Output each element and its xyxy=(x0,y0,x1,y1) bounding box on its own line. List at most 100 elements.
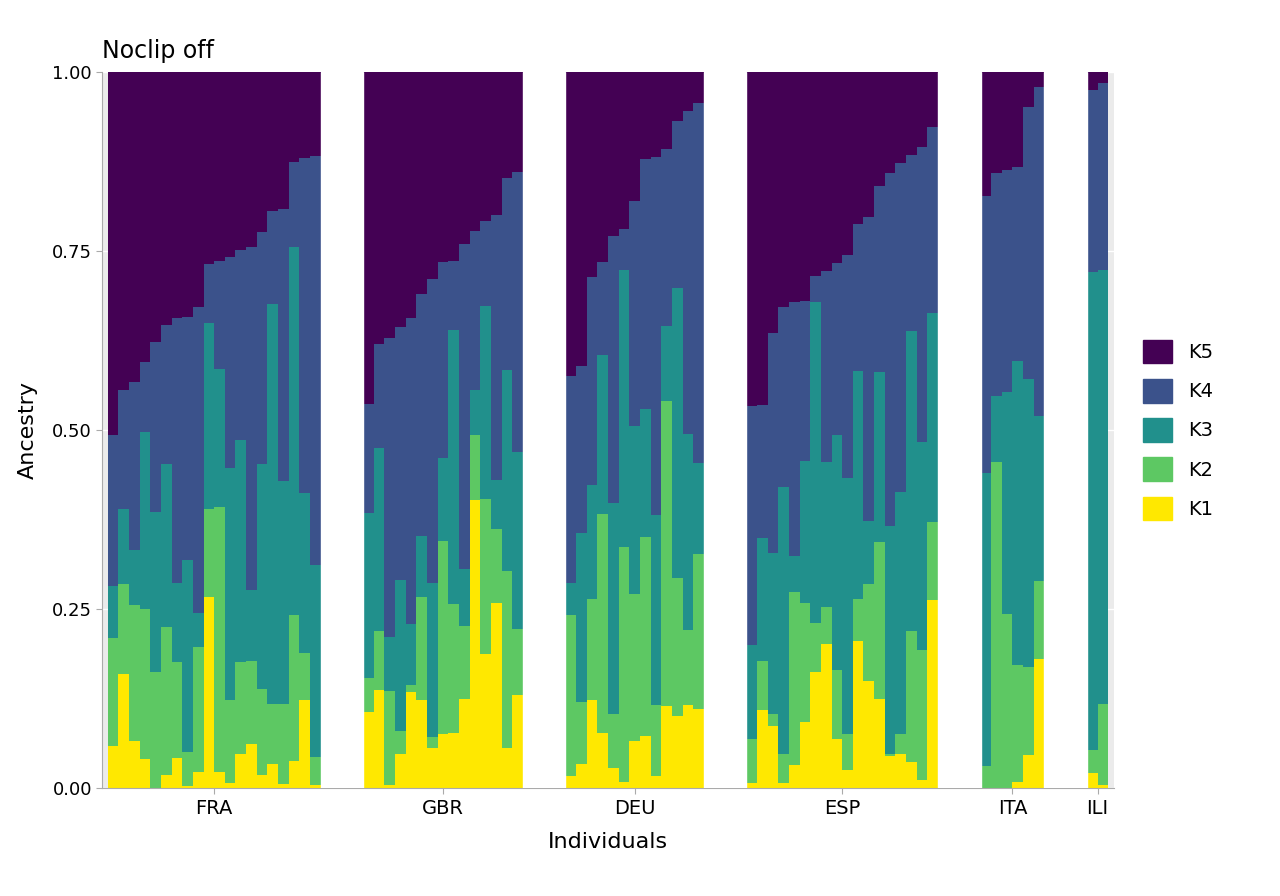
Bar xyxy=(214,369,225,506)
Bar xyxy=(810,672,820,788)
Bar xyxy=(650,704,662,776)
Bar xyxy=(608,768,618,788)
Bar xyxy=(214,506,225,772)
Bar xyxy=(576,72,586,366)
Bar xyxy=(384,691,396,785)
Bar xyxy=(236,72,246,251)
Bar xyxy=(832,738,842,788)
Bar xyxy=(172,318,182,583)
Bar xyxy=(161,464,172,626)
Bar xyxy=(1087,90,1098,272)
Bar xyxy=(182,560,193,752)
Bar xyxy=(746,72,756,407)
Bar xyxy=(150,672,161,788)
Y-axis label: Ancestry: Ancestry xyxy=(18,381,38,479)
Bar xyxy=(460,72,470,244)
Bar xyxy=(694,554,704,709)
Bar xyxy=(927,127,938,313)
Bar xyxy=(492,215,502,480)
Bar xyxy=(788,302,800,556)
Bar xyxy=(788,72,800,302)
Bar xyxy=(268,704,278,764)
Bar xyxy=(246,246,257,590)
Bar xyxy=(396,72,406,326)
Bar xyxy=(416,536,428,597)
Bar xyxy=(460,244,470,569)
Bar xyxy=(650,72,662,157)
Bar xyxy=(470,72,480,230)
Bar xyxy=(980,765,991,788)
Bar xyxy=(480,499,492,654)
Bar xyxy=(852,371,864,599)
Bar xyxy=(416,700,428,788)
Bar xyxy=(396,754,406,788)
Bar xyxy=(396,326,406,580)
Bar xyxy=(492,72,502,215)
Bar xyxy=(204,264,214,323)
Bar xyxy=(204,72,214,264)
Bar xyxy=(576,366,586,533)
Bar xyxy=(364,678,374,712)
Bar xyxy=(310,757,320,785)
Bar xyxy=(310,72,320,156)
Bar xyxy=(129,382,140,550)
Bar xyxy=(172,758,182,788)
Bar xyxy=(428,279,438,582)
Bar xyxy=(852,72,864,224)
Bar xyxy=(193,771,204,788)
Bar xyxy=(820,607,832,644)
Bar xyxy=(884,72,896,173)
Bar xyxy=(150,72,161,342)
Bar xyxy=(448,604,460,733)
Bar xyxy=(1087,272,1098,750)
Bar xyxy=(1023,72,1034,107)
Bar xyxy=(608,72,618,236)
Bar xyxy=(470,435,480,500)
Bar xyxy=(810,303,820,623)
Bar xyxy=(650,776,662,788)
Bar xyxy=(906,762,916,788)
Bar xyxy=(214,72,225,261)
Bar xyxy=(832,72,842,263)
Bar xyxy=(1023,379,1034,668)
Bar xyxy=(384,637,396,691)
Bar xyxy=(438,458,448,541)
Bar xyxy=(832,670,842,738)
Bar xyxy=(927,313,938,521)
Bar xyxy=(310,785,320,788)
Bar xyxy=(480,654,492,788)
Bar xyxy=(108,745,118,788)
Bar xyxy=(448,72,460,262)
Bar xyxy=(225,783,236,788)
Bar xyxy=(118,509,129,584)
Bar xyxy=(438,735,448,788)
Bar xyxy=(820,271,832,462)
Bar xyxy=(756,710,768,788)
Bar xyxy=(906,155,916,332)
Bar xyxy=(470,390,480,435)
Bar xyxy=(1002,614,1012,788)
Bar xyxy=(108,586,118,638)
Bar xyxy=(800,722,810,788)
Bar xyxy=(374,690,384,788)
Bar xyxy=(672,578,682,716)
Bar xyxy=(204,509,214,598)
Bar xyxy=(448,330,460,604)
Bar xyxy=(768,554,778,713)
Bar xyxy=(428,737,438,748)
Bar xyxy=(630,593,640,741)
Bar xyxy=(364,72,374,404)
Bar xyxy=(778,783,788,788)
Bar xyxy=(236,440,246,661)
Bar xyxy=(522,72,566,788)
Bar xyxy=(214,772,225,788)
Bar xyxy=(694,463,704,554)
Bar xyxy=(980,72,991,196)
Bar xyxy=(150,512,161,672)
Bar xyxy=(470,500,480,788)
Bar xyxy=(320,72,364,788)
Bar xyxy=(512,72,522,172)
Bar xyxy=(172,583,182,662)
Bar xyxy=(800,603,810,722)
Bar xyxy=(662,326,672,401)
